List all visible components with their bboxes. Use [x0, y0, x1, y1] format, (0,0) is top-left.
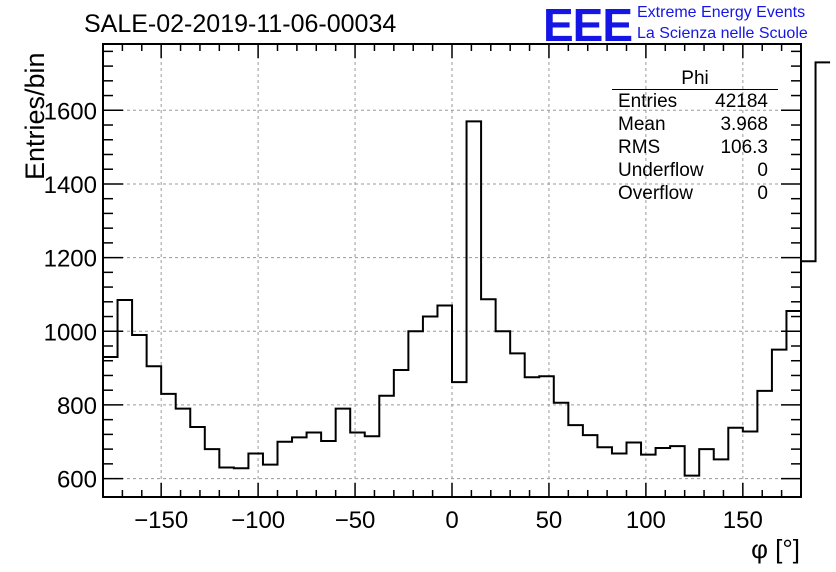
stat-label: Underflow — [618, 160, 704, 181]
axis-ticks — [102, 44, 802, 497]
stat-label: Mean — [618, 114, 666, 135]
x-axis-label: φ [°] — [751, 534, 800, 564]
stat-label: Entries — [618, 91, 678, 112]
stats-row: RMS 106.3 — [612, 136, 778, 159]
y-tick-label: 1400 — [44, 172, 97, 199]
stats-box: Phi Entries 42184 Mean 3.968 RMS 106.3 U… — [612, 68, 778, 205]
stat-value: 106.3 — [720, 137, 768, 158]
x-tick-label: −50 — [335, 507, 376, 534]
x-tick-label: 150 — [723, 507, 763, 534]
stat-value: 0 — [757, 160, 768, 181]
y-tick-label: 1000 — [44, 319, 97, 346]
logo-line-2: La Scienza nelle Scuole — [637, 25, 808, 42]
tick-labels: −150 −100 −50 0 50 100 150 600 800 1000 1200 1400 16… — [44, 98, 763, 534]
stat-label: RMS — [618, 137, 661, 158]
y-tick-label: 1200 — [44, 246, 97, 273]
stat-value: 0 — [757, 183, 768, 204]
stat-label: Overflow — [618, 183, 693, 204]
logo-line-1: Extreme Energy Events — [637, 4, 806, 21]
y-tick-label: 600 — [57, 467, 97, 494]
x-tick-label: −150 — [134, 507, 188, 534]
y-tick-label: 1600 — [44, 98, 97, 125]
stats-title: Phi — [612, 68, 778, 90]
chart-title: SALE-02-2019-11-06-00034 — [84, 10, 397, 38]
stats-row: Entries 42184 — [612, 90, 778, 113]
x-tick-label: 100 — [626, 507, 666, 534]
y-axis-label: Entries/bin — [20, 52, 50, 180]
x-tick-label: −100 — [231, 507, 285, 534]
stats-row: Mean 3.968 — [612, 113, 778, 136]
stat-value: 3.968 — [720, 114, 768, 135]
histogram-line — [103, 61, 831, 477]
eee-logo: EEE — [543, 0, 633, 51]
stat-value: 42184 — [715, 91, 768, 112]
x-tick-label: 0 — [445, 507, 458, 534]
stats-row: Underflow 0 — [612, 159, 778, 182]
stats-row: Overflow 0 — [612, 182, 778, 205]
plot-frame — [102, 43, 802, 498]
x-tick-label: 50 — [536, 507, 563, 534]
y-tick-label: 800 — [57, 393, 97, 420]
